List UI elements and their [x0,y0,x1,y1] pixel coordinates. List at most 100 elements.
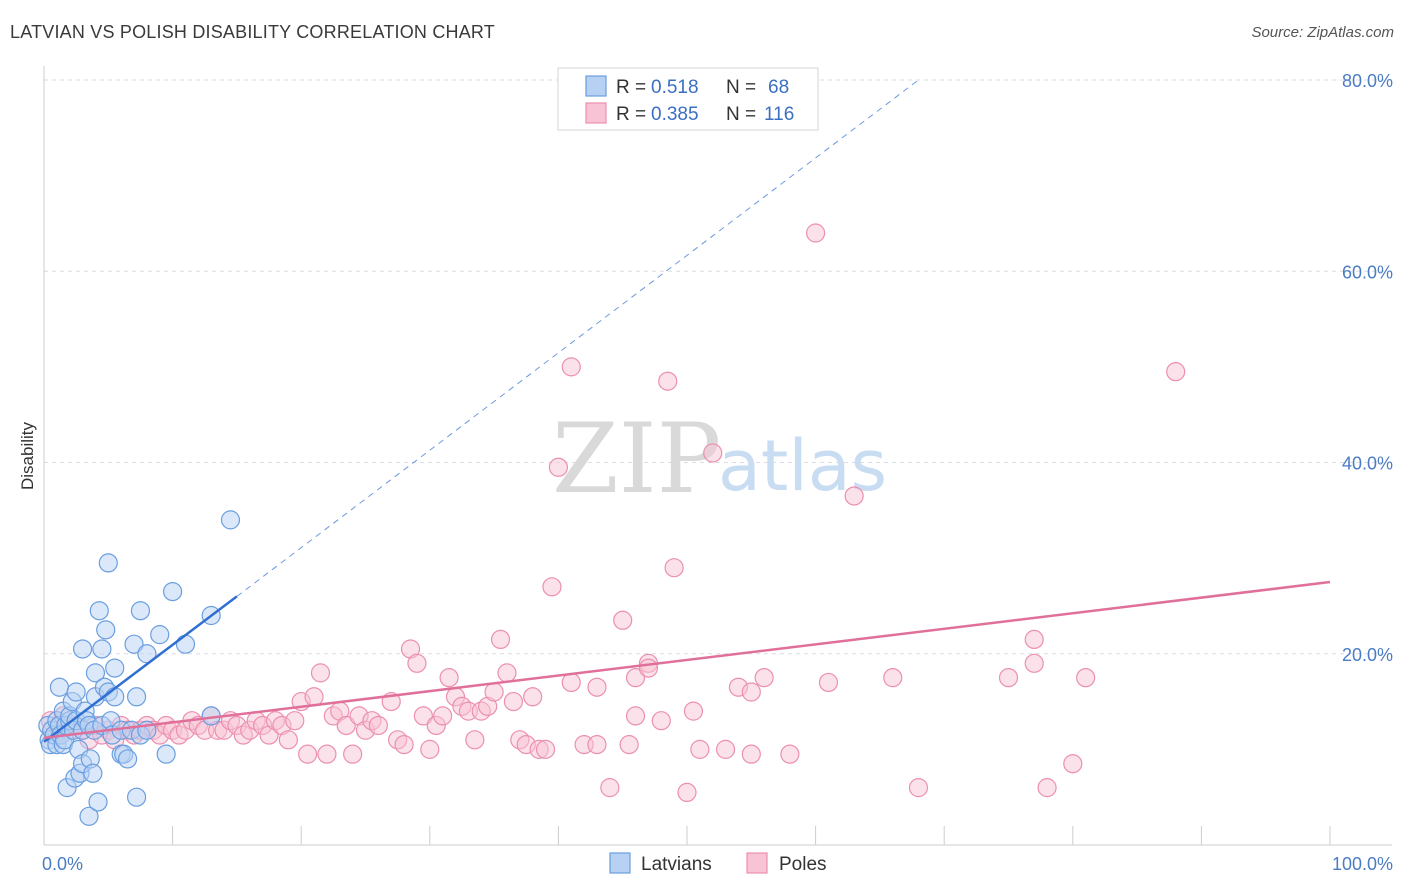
point-latvians [175,634,196,654]
point-poles [1076,668,1096,688]
gridlines [44,79,1392,655]
point-poles [754,668,774,688]
point-latvians [150,625,170,645]
point-poles [741,744,761,764]
point-poles [1063,754,1083,774]
point-poles [343,744,363,764]
point-poles [542,577,562,597]
legend-swatch-latvians [585,75,607,97]
trend-line-latvians-extension [236,79,919,597]
point-poles [818,672,839,693]
point-poles [587,677,607,697]
point-latvians [130,601,151,621]
x-tick-label: 100.0% [1332,854,1393,874]
point-poles [1166,362,1186,382]
y-axis-title: Disability [18,421,37,490]
point-poles [625,668,646,688]
point-latvians [72,639,93,659]
point-latvians [88,792,108,812]
legend-r-value-latvians: 0.518 [651,77,699,98]
series-latvians [38,510,241,826]
point-latvians [79,806,99,826]
point-poles [465,730,485,750]
point-poles [407,653,427,673]
point-latvians [92,639,112,659]
point-poles [278,730,298,750]
point-poles [600,778,620,798]
point-poles [285,711,305,731]
point-latvians [124,634,144,654]
point-poles [998,668,1019,688]
y-tick-label: 20.0% [1342,645,1393,665]
axes [43,66,1392,846]
point-poles [619,734,639,755]
point-poles [883,668,903,688]
series-poles [40,223,1186,803]
point-latvians [163,581,183,602]
point-poles [780,744,800,764]
y-tick-label: 60.0% [1342,262,1393,282]
point-poles [587,734,607,755]
point-poles [690,739,710,759]
bottom-legend-swatch-latvians [609,852,631,874]
point-poles [484,682,504,702]
point-poles [1024,653,1044,673]
point-latvians [89,601,109,621]
point-poles [625,706,646,726]
point-latvians [66,682,86,702]
x-tick-label: 0.0% [42,854,83,874]
bottom-legend-label-poles: Poles [779,854,827,875]
point-poles [523,687,543,707]
source-label: Source: ZipAtlas.com [1251,24,1394,41]
point-poles [439,668,459,688]
point-poles [317,744,337,764]
chart-title: LATVIAN VS POLISH DISABILITY CORRELATION… [10,22,495,42]
point-poles [1037,778,1057,798]
trend-line-latvians [43,595,238,743]
point-poles [413,706,433,726]
point-poles [677,782,697,803]
trend-line-poles [43,580,1331,740]
point-poles [658,371,678,391]
point-latvians [117,749,138,769]
y-tick-label: 40.0% [1342,454,1393,474]
legend-n-label-poles: N = [726,104,756,125]
watermark-zip: ZIP [552,403,721,515]
y-tick-label: 80.0% [1342,71,1393,91]
point-latvians [105,658,125,678]
point-poles [548,457,569,477]
point-latvians [126,687,147,707]
point-poles [336,715,356,736]
point-poles [703,443,723,463]
point-poles [805,223,826,243]
point-poles [310,663,331,683]
legend-n-label-latvians: N = [726,77,756,98]
point-latvians [98,553,118,573]
point-poles [298,744,318,764]
legend-n-value-poles: 116 [764,104,794,125]
point-poles [651,711,671,731]
point-poles [561,357,581,377]
point-poles [844,486,864,506]
point-latvians [105,687,125,707]
point-poles [1024,629,1044,650]
legend-r-value-poles: 0.385 [651,104,699,125]
point-poles [715,739,736,759]
legend-r-label-latvians: R = [616,77,646,98]
point-latvians [96,620,116,640]
point-poles [368,715,388,736]
series-legend: Latvians Poles [609,852,827,875]
point-latvians [126,787,147,807]
legend-n-value-latvians: 68 [768,77,789,98]
bottom-legend-label-latvians: Latvians [641,854,712,875]
point-poles [535,739,556,759]
point-poles [490,629,511,650]
bottom-legend-swatch-poles [746,852,768,874]
point-poles [664,558,684,578]
point-poles [433,706,453,726]
tick-labels: 20.0% 40.0% 60.0% 80.0% 0.0% 100.0% [42,71,1393,874]
point-poles [394,734,414,755]
stats-legend: R = 0.518 N = 68 R = 0.385 N = 116 [557,67,819,131]
point-poles [683,701,704,721]
